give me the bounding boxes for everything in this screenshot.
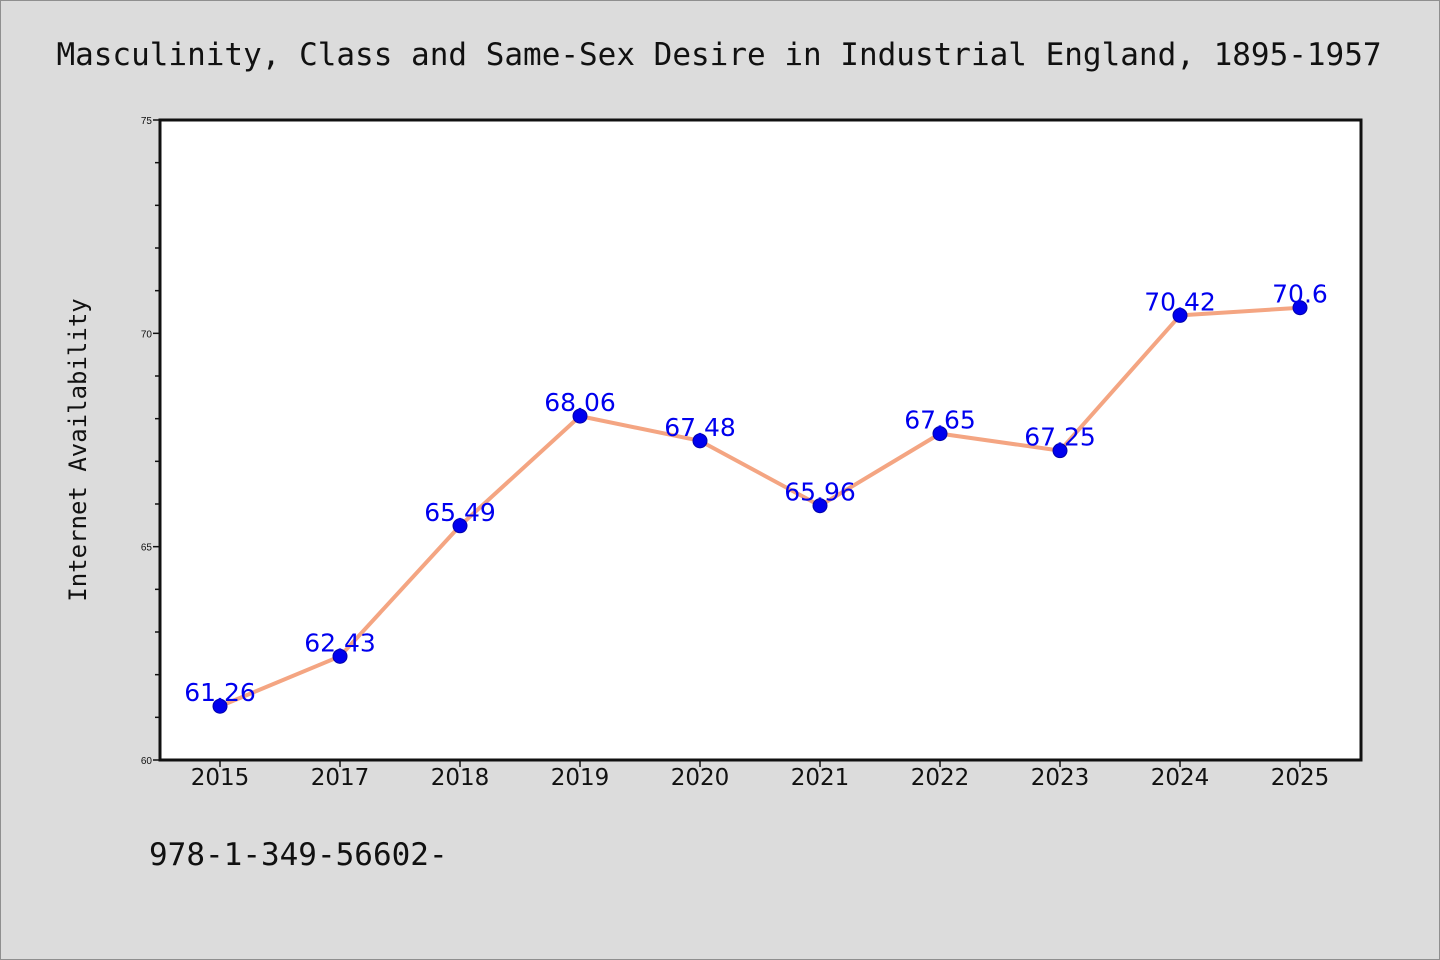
data-label: 67.65: [904, 406, 976, 435]
data-point[interactable]: [1292, 300, 1308, 316]
data-label: 68.06: [544, 388, 616, 417]
series-layer: 61.26 62.43 65.49 68.06 67.48 65.96 67.65 67.25…: [184, 280, 1328, 714]
data-label: 62.43: [304, 628, 376, 657]
x-tick-label: 2017: [311, 765, 370, 791]
data-label: 65.96: [784, 478, 856, 507]
x-tick-label: 2020: [671, 765, 730, 791]
data-point[interactable]: [692, 433, 708, 449]
data-point[interactable]: [212, 698, 228, 714]
y-tick-label: 75: [141, 116, 153, 127]
data-point[interactable]: [932, 426, 948, 442]
x-tick-label: 2025: [1271, 765, 1330, 791]
data-point[interactable]: [332, 648, 348, 664]
footer-text: 978-1-349-56602-: [149, 837, 448, 873]
data-label: 70.6: [1272, 280, 1328, 309]
y-tick-label: 60: [141, 756, 153, 767]
x-axis-ticks: 2015 2017 2018 2019 2020 2021 2022 2023 2024 2025: [191, 760, 1330, 791]
data-point[interactable]: [572, 408, 588, 424]
series-line: [219, 305, 1301, 709]
x-tick-label: 2015: [191, 765, 250, 791]
data-point[interactable]: [812, 498, 828, 514]
data-label: 61.26: [184, 678, 256, 707]
data-label: 70.42: [1144, 287, 1216, 316]
data-point[interactable]: [452, 518, 468, 534]
plot-area: [160, 120, 1361, 760]
plot-frame: [158, 118, 1363, 762]
data-point[interactable]: [1052, 443, 1068, 459]
chart-title: Masculinity, Class and Same-Sex Desire i…: [56, 37, 1381, 73]
x-tick-label: 2021: [791, 765, 850, 791]
data-label: 67.25: [1024, 423, 1096, 452]
y-axis-ticks: 60 65 70 75: [141, 116, 160, 767]
x-tick-label: 2024: [1151, 765, 1210, 791]
x-tick-label: 2019: [551, 765, 610, 791]
x-tick-label: 2022: [911, 765, 970, 791]
y-tick-label: 65: [141, 543, 153, 554]
data-label: 67.48: [664, 413, 736, 442]
y-axis-label: Internet Availability: [64, 298, 92, 601]
data-label: 65.49: [424, 498, 496, 527]
x-tick-label: 2018: [431, 765, 490, 791]
data-point[interactable]: [1172, 307, 1188, 323]
y-tick-label: 70: [141, 329, 153, 340]
x-tick-label: 2023: [1031, 765, 1090, 791]
